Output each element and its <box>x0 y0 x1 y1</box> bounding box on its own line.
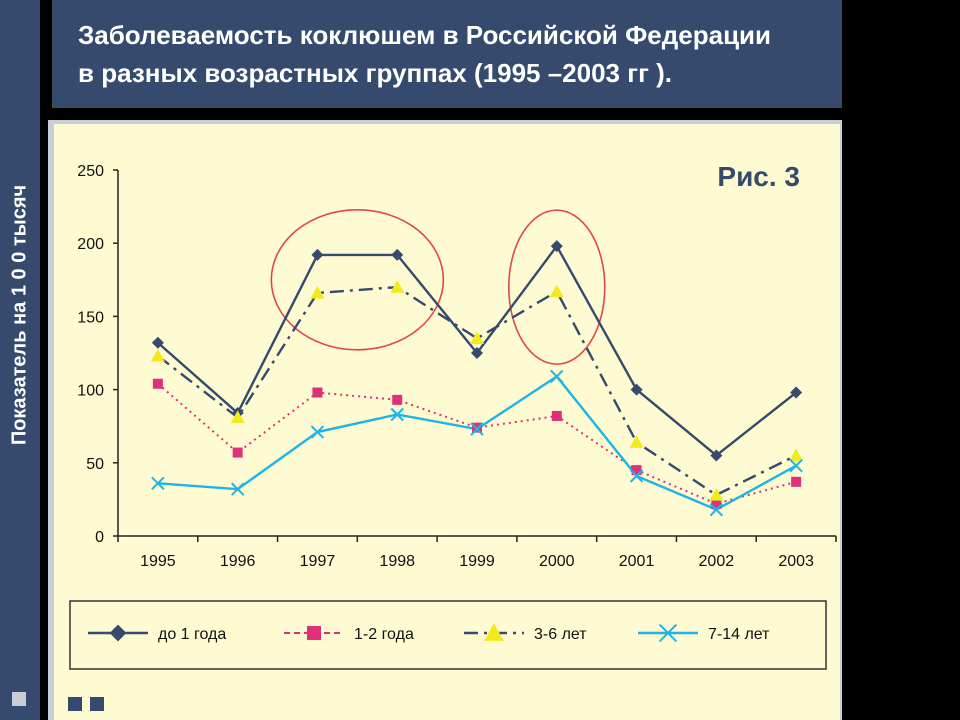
nav-square-icon <box>68 697 82 711</box>
data-point <box>151 476 165 491</box>
legend-marker <box>109 624 127 642</box>
data-point <box>310 425 325 439</box>
data-point <box>151 336 164 349</box>
data-point <box>549 284 564 298</box>
data-point <box>629 435 644 448</box>
highlight-ellipse <box>507 209 606 365</box>
x-tick-label: 1997 <box>300 553 336 570</box>
series-line-2 <box>157 382 797 505</box>
data-point <box>791 476 802 487</box>
data-point <box>311 248 324 261</box>
data-point <box>390 280 405 293</box>
data-point <box>709 502 724 517</box>
legend-item: 3-6 лет <box>464 623 587 643</box>
legend-box <box>69 600 827 670</box>
y-tick-label: 100 <box>77 383 104 400</box>
y-tick-label: 0 <box>95 529 104 546</box>
legend-marker <box>658 623 678 643</box>
data-point <box>391 248 404 261</box>
series-line-3 <box>157 285 797 497</box>
legend-label: до 1 года <box>158 626 226 643</box>
data-point <box>232 447 243 458</box>
title-line-2: в разных возрастных группах (1995 –2003 … <box>78 58 673 88</box>
legend-label: 3-6 лет <box>534 626 587 643</box>
data-point <box>631 465 642 476</box>
data-point <box>629 469 644 483</box>
data-point <box>310 285 325 299</box>
y-tick-label: 200 <box>77 236 104 253</box>
figure-label: Рис. 3 <box>717 161 800 192</box>
legend-label: 7-14 лет <box>708 626 770 643</box>
x-tick-label: 1998 <box>379 553 415 570</box>
x-tick-label: 2002 <box>699 553 735 570</box>
x-tick-label: 1995 <box>140 553 176 570</box>
data-point <box>711 498 722 509</box>
page-title: Заболеваемость коклюшем в Российской Фед… <box>78 16 771 92</box>
legend-marker <box>307 626 321 640</box>
side-square-icon <box>12 692 26 706</box>
data-point <box>150 348 165 362</box>
data-point <box>470 331 484 344</box>
highlight-ellipse <box>270 208 445 351</box>
legend-item: 1-2 года <box>284 626 414 643</box>
title-box: Заболеваемость коклюшем в Российской Фед… <box>52 0 842 108</box>
data-point <box>710 449 723 462</box>
data-point <box>550 240 563 253</box>
data-point <box>390 407 404 422</box>
x-tick-label: 2000 <box>539 553 575 570</box>
legend-item: до 1 года <box>88 624 226 643</box>
data-point <box>152 378 163 389</box>
legend-item: 7-14 лет <box>638 623 770 643</box>
data-point <box>230 482 245 496</box>
x-tick-label: 1999 <box>459 553 495 570</box>
x-tick-label: 1996 <box>220 553 256 570</box>
data-point <box>392 394 403 405</box>
x-tick-label: 2001 <box>619 553 655 570</box>
side-bar: Показатель на 1 0 0 тысяч <box>0 0 40 720</box>
y-tick-label: 250 <box>77 163 104 180</box>
legend-marker <box>484 623 504 641</box>
data-point <box>471 347 483 359</box>
data-point <box>789 448 804 462</box>
x-tick-label: 2003 <box>778 553 814 570</box>
legend-label: 1-2 года <box>354 626 414 643</box>
data-point <box>630 383 643 396</box>
nav-square-icon <box>90 697 104 711</box>
data-point <box>550 369 564 384</box>
data-point <box>789 459 803 473</box>
data-point <box>470 422 484 436</box>
data-point <box>312 387 323 398</box>
data-point <box>709 488 724 501</box>
y-tick-label: 50 <box>86 456 104 473</box>
data-point <box>230 410 245 424</box>
y-tick-label: 150 <box>77 309 104 326</box>
data-point <box>472 422 482 433</box>
nav-squares <box>68 697 112 716</box>
title-line-1: Заболеваемость коклюшем в Российской Фед… <box>78 20 772 50</box>
data-point <box>790 386 803 399</box>
data-point <box>551 410 562 421</box>
